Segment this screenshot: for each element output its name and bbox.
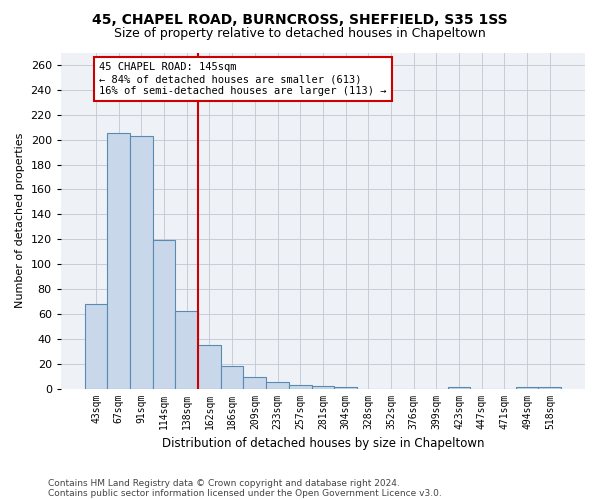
Bar	[107, 134, 130, 388]
Text: Contains public sector information licensed under the Open Government Licence v3: Contains public sector information licen…	[48, 488, 442, 498]
Text: Size of property relative to detached houses in Chapeltown: Size of property relative to detached ho…	[114, 28, 486, 40]
Y-axis label: Number of detached properties: Number of detached properties	[15, 133, 25, 308]
Bar	[175, 312, 198, 388]
Bar	[221, 366, 244, 388]
Bar	[311, 386, 334, 388]
Bar	[153, 240, 175, 388]
Bar	[289, 385, 311, 388]
Bar	[266, 382, 289, 388]
Text: 45 CHAPEL ROAD: 145sqm
← 84% of detached houses are smaller (613)
16% of semi-de: 45 CHAPEL ROAD: 145sqm ← 84% of detached…	[100, 62, 387, 96]
Text: Contains HM Land Registry data © Crown copyright and database right 2024.: Contains HM Land Registry data © Crown c…	[48, 478, 400, 488]
Bar	[85, 304, 107, 388]
Text: 45, CHAPEL ROAD, BURNCROSS, SHEFFIELD, S35 1SS: 45, CHAPEL ROAD, BURNCROSS, SHEFFIELD, S…	[92, 12, 508, 26]
Bar	[198, 345, 221, 389]
Bar	[244, 378, 266, 388]
X-axis label: Distribution of detached houses by size in Chapeltown: Distribution of detached houses by size …	[161, 437, 484, 450]
Bar	[130, 136, 153, 388]
